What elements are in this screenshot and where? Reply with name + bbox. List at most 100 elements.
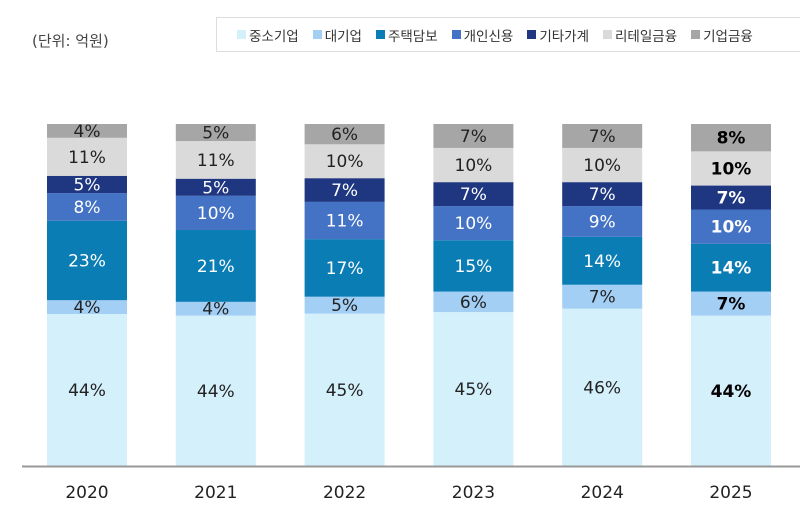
data-label: 4%	[74, 122, 101, 142]
bar-segment	[47, 300, 127, 314]
data-label: 5%	[202, 178, 229, 198]
bar-segment	[175, 124, 256, 142]
data-label: 7%	[717, 295, 746, 315]
data-label: 8%	[74, 198, 101, 218]
bar-segment	[691, 209, 771, 244]
data-label: 11%	[68, 148, 106, 168]
legend-swatch	[451, 30, 461, 39]
bar-segment	[562, 308, 643, 466]
data-label: 21%	[197, 257, 235, 277]
data-label: 4%	[202, 300, 229, 320]
data-label: 8%	[717, 129, 746, 149]
bar-segment	[175, 230, 256, 302]
bar-segment	[47, 175, 127, 194]
data-label: 45%	[326, 381, 364, 401]
bar-segment	[433, 240, 514, 292]
data-label: 17%	[326, 259, 364, 279]
bar-segment	[433, 312, 514, 466]
data-label: 11%	[197, 151, 235, 171]
bar-segment	[304, 239, 385, 297]
bar-segment	[175, 315, 256, 466]
data-label: 23%	[68, 251, 106, 271]
legend-label: 기업금융	[703, 28, 753, 45]
bar-segment	[175, 195, 256, 231]
bar-segment	[304, 144, 385, 179]
legend-item: 대기업	[312, 25, 362, 45]
bar-segment	[433, 124, 514, 148]
data-label: 14%	[711, 259, 752, 279]
legend-swatch	[375, 30, 385, 39]
legend-item: 기업금융	[691, 25, 753, 45]
bar-segment	[433, 206, 514, 241]
bar-segment	[304, 201, 385, 240]
data-label: 5%	[331, 296, 358, 316]
bar-segment	[691, 124, 771, 152]
x-tick-label: 2020	[65, 483, 108, 503]
data-label: 5%	[74, 175, 101, 195]
x-tick-label: 2024	[581, 483, 624, 503]
legend-item: 중소기업	[237, 25, 299, 45]
x-tick-label: 2025	[709, 483, 752, 503]
bar-segment	[175, 301, 256, 316]
data-label: 10%	[197, 204, 235, 224]
bar-segment	[691, 243, 771, 292]
data-label: 7%	[589, 185, 616, 205]
data-label: 7%	[589, 288, 616, 308]
legend-label: 리테일금융	[615, 28, 678, 45]
x-tick-label: 2023	[452, 483, 495, 503]
data-label: 9%	[589, 212, 616, 232]
legend-label: 기타가계	[539, 28, 590, 45]
bar-segment	[304, 296, 385, 314]
data-label: 6%	[331, 125, 358, 145]
legend-item: 개인신용	[451, 25, 514, 45]
bar-segment	[691, 185, 771, 210]
bar-segment	[47, 314, 127, 466]
x-tick-label: 2021	[194, 483, 237, 503]
bar-segment	[47, 220, 127, 301]
bar-segment	[562, 147, 643, 183]
bar-segment	[47, 193, 127, 221]
bar-segment	[47, 124, 127, 138]
legend-item: 주택담보	[375, 25, 438, 45]
bar-segment	[304, 313, 385, 466]
data-label: 15%	[455, 257, 493, 277]
bar-segment	[433, 182, 514, 207]
data-label: 10%	[326, 152, 364, 172]
legend-label: 주택담보	[387, 28, 438, 45]
bar-segment	[304, 124, 385, 145]
bar-segment	[562, 124, 643, 148]
bar-segment	[691, 315, 771, 466]
bar-segment	[562, 284, 643, 309]
data-label: 14%	[583, 252, 621, 272]
legend-swatch	[312, 30, 322, 39]
unit-label: (단위: 억원)	[32, 32, 109, 50]
data-label: 5%	[202, 124, 229, 144]
data-label: 10%	[583, 156, 621, 176]
bar-segment	[175, 178, 256, 196]
bar-segment	[562, 182, 643, 207]
data-label: 7%	[460, 185, 487, 205]
data-label: 45%	[455, 380, 493, 400]
legend-item: 리테일금융	[603, 25, 677, 45]
legend: 중소기업 대기업 주택담보 개인신용 기타가계 리테일금융 기업금융	[216, 17, 800, 52]
data-label: 4%	[74, 298, 101, 318]
data-label: 44%	[711, 382, 752, 402]
bar-segment	[691, 151, 771, 186]
data-label: 7%	[717, 189, 746, 209]
legend-item: 기타가계	[527, 25, 589, 45]
bar-segment	[433, 147, 514, 183]
data-label: 7%	[460, 127, 487, 147]
bar-segment	[433, 291, 514, 313]
data-label: 44%	[197, 382, 235, 402]
data-label: 7%	[331, 181, 358, 201]
data-label: 44%	[68, 381, 106, 401]
bar-segment	[304, 178, 385, 202]
legend-label: 대기업	[324, 28, 362, 45]
legend-label: 중소기업	[249, 28, 299, 45]
bar-segment	[562, 236, 643, 285]
bar-segment	[175, 141, 256, 179]
legend-label: 개인신용	[463, 28, 514, 45]
data-label: 10%	[711, 218, 752, 238]
data-label: 10%	[711, 159, 752, 179]
